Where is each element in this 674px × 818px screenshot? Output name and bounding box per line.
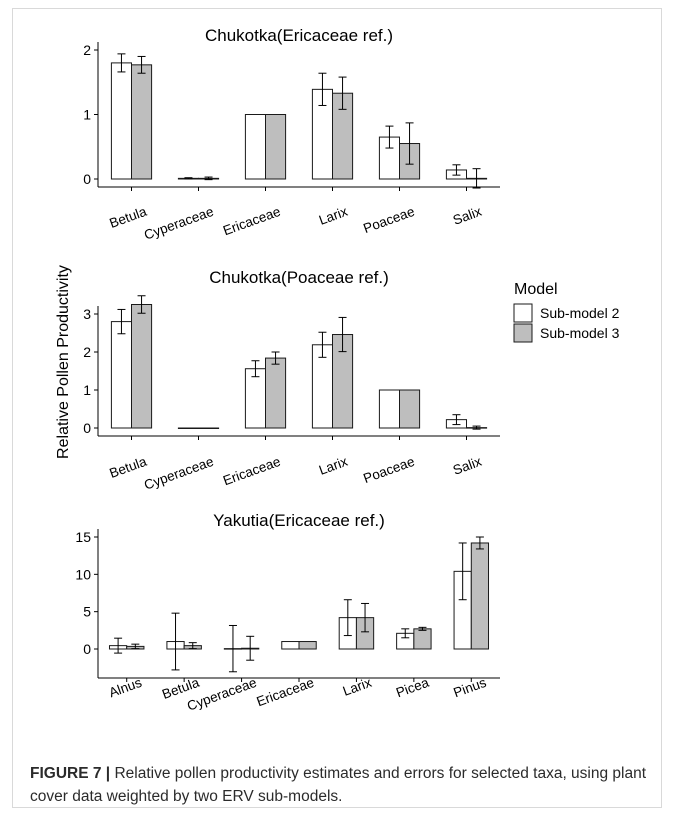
error-bar-betula-sub-model-2 (117, 53, 126, 73)
legend-swatch-sub-model-2 (513, 303, 533, 323)
x-tick-label: Cyperaceae (142, 204, 216, 243)
error-bar-larix-sub-model-2 (318, 331, 327, 358)
bar-pinus-sub-model-3 (470, 542, 490, 650)
bar-ericaceae-sub-model-2 (281, 641, 300, 650)
chart-panel-1: Chukotka(Ericaceae ref.) 0 1 2 BetulaCyperac… (83, 26, 500, 243)
error-bar-salix-sub-model-3 (472, 425, 481, 430)
y-tick-label: 0 (83, 420, 91, 436)
chart-title: Chukotka(Ericaceae ref.) (205, 26, 393, 45)
x-tick-label: Alnus (107, 675, 144, 701)
bar-betula-sub-model-2 (110, 321, 133, 429)
bar-betula-sub-model-2 (110, 62, 133, 180)
error-bar-betula-sub-model-2 (117, 308, 126, 335)
error-bar-larix-sub-model-2 (343, 599, 352, 637)
figure-frame (12, 8, 662, 808)
bar-betula-sub-model-3 (131, 64, 153, 180)
y-tick-label: 2 (83, 42, 91, 58)
error-bar-cyperaceae-sub-model-3 (246, 635, 255, 661)
y-tick-label: 1 (83, 382, 91, 398)
x-tick-label: Ericaceae (254, 675, 316, 710)
error-bar-salix-sub-model-2 (452, 414, 461, 426)
error-bar-cyperaceae-sub-model-2 (228, 624, 237, 673)
error-bar-picea-sub-model-2 (401, 628, 410, 639)
x-tick-label: Larix (317, 454, 350, 478)
bar-ericaceae-sub-model-2 (244, 114, 266, 180)
bar-ericaceae-sub-model-3 (265, 357, 287, 429)
legend-label-sub-model-3: Sub-model 3 (540, 325, 620, 341)
error-bar-poaceae-sub-model-2 (385, 125, 394, 149)
error-bar-betula-sub-model-3 (188, 642, 197, 650)
x-tick-label: Ericaceae (221, 204, 283, 239)
error-bar-betula-sub-model-3 (137, 295, 146, 314)
error-bar-betula-sub-model-3 (137, 55, 146, 74)
bar-ericaceae-sub-model-2 (244, 368, 266, 429)
legend-swatch-sub-model-3 (513, 323, 533, 343)
y-tick-label: 5 (83, 604, 91, 620)
error-bar-alnus-sub-model-3 (131, 643, 140, 650)
y-tick-label: 1 (83, 107, 91, 123)
y-tick-label: 0 (83, 171, 91, 187)
y-tick-label: 15 (75, 529, 91, 545)
caption-text: Relative pollen productivity estimates a… (30, 765, 647, 805)
bar-cyperaceae-sub-model-3 (198, 427, 220, 429)
bar-poaceae-sub-model-3 (399, 389, 421, 429)
bar-ericaceae-sub-model-3 (265, 114, 287, 180)
error-bar-salix-sub-model-3 (472, 168, 481, 189)
error-bar-betula-sub-model-2 (171, 612, 180, 671)
legend-label-sub-model-2: Sub-model 2 (540, 305, 620, 321)
bar-betula-sub-model-3 (131, 304, 153, 429)
error-bar-ericaceae-sub-model-3 (271, 351, 280, 365)
legend-title: Model (514, 281, 558, 298)
x-tick-label: Salix (451, 454, 484, 478)
x-tick-label: Salix (451, 204, 484, 228)
chart-title: Yakutia(Ericaceae ref.) (213, 511, 385, 530)
error-bar-alnus-sub-model-2 (114, 637, 123, 654)
bar-cyperaceae-sub-model-2 (177, 427, 199, 429)
error-bar-larix-sub-model-2 (318, 72, 327, 106)
x-tick-label: Betula (107, 454, 149, 481)
error-bar-ericaceae-sub-model-2 (251, 360, 260, 378)
bar-ericaceae-sub-model-3 (298, 641, 317, 650)
y-tick-label: 3 (83, 306, 91, 322)
y-axis-label: Relative Pollen Productivity (55, 265, 72, 459)
error-bar-salix-sub-model-2 (452, 164, 461, 176)
error-bar-larix-sub-model-3 (338, 76, 347, 110)
x-tick-label: Poaceae (361, 204, 416, 236)
error-bar-cyperaceae-sub-model-3 (204, 176, 213, 181)
caption-label: FIGURE 7 | (30, 765, 111, 782)
x-tick-label: Pinus (451, 675, 488, 701)
x-tick-label: Ericaceae (221, 454, 283, 489)
y-tick-label: 2 (83, 344, 91, 360)
x-tick-label: Larix (317, 204, 350, 228)
figure-caption: FIGURE 7 | Relative pollen productivity … (30, 762, 650, 808)
y-tick-label: 10 (75, 566, 91, 582)
error-bar-picea-sub-model-3 (418, 626, 427, 631)
error-bar-pinus-sub-model-3 (475, 536, 484, 550)
error-bar-pinus-sub-model-2 (458, 542, 467, 601)
error-bar-larix-sub-model-3 (361, 602, 370, 633)
error-bar-larix-sub-model-3 (338, 316, 347, 353)
bar-picea-sub-model-3 (413, 628, 432, 650)
x-tick-label: Betula (107, 204, 149, 231)
error-bar-poaceae-sub-model-3 (405, 122, 414, 165)
bar-poaceae-sub-model-2 (378, 389, 400, 429)
x-tick-label: Cyperaceae (142, 454, 216, 493)
x-tick-label: Poaceae (361, 454, 416, 486)
chart-panel-2: Chukotka(Poaceae ref.) 0 1 2 3 BetulaCyperace… (83, 268, 500, 493)
chart-title: Chukotka(Poaceae ref.) (209, 268, 389, 287)
legend: Model Sub-model 2 Sub-model 3 (513, 281, 620, 343)
error-bar-cyperaceae-sub-model-2 (184, 177, 193, 180)
y-tick-label: 0 (83, 641, 91, 657)
